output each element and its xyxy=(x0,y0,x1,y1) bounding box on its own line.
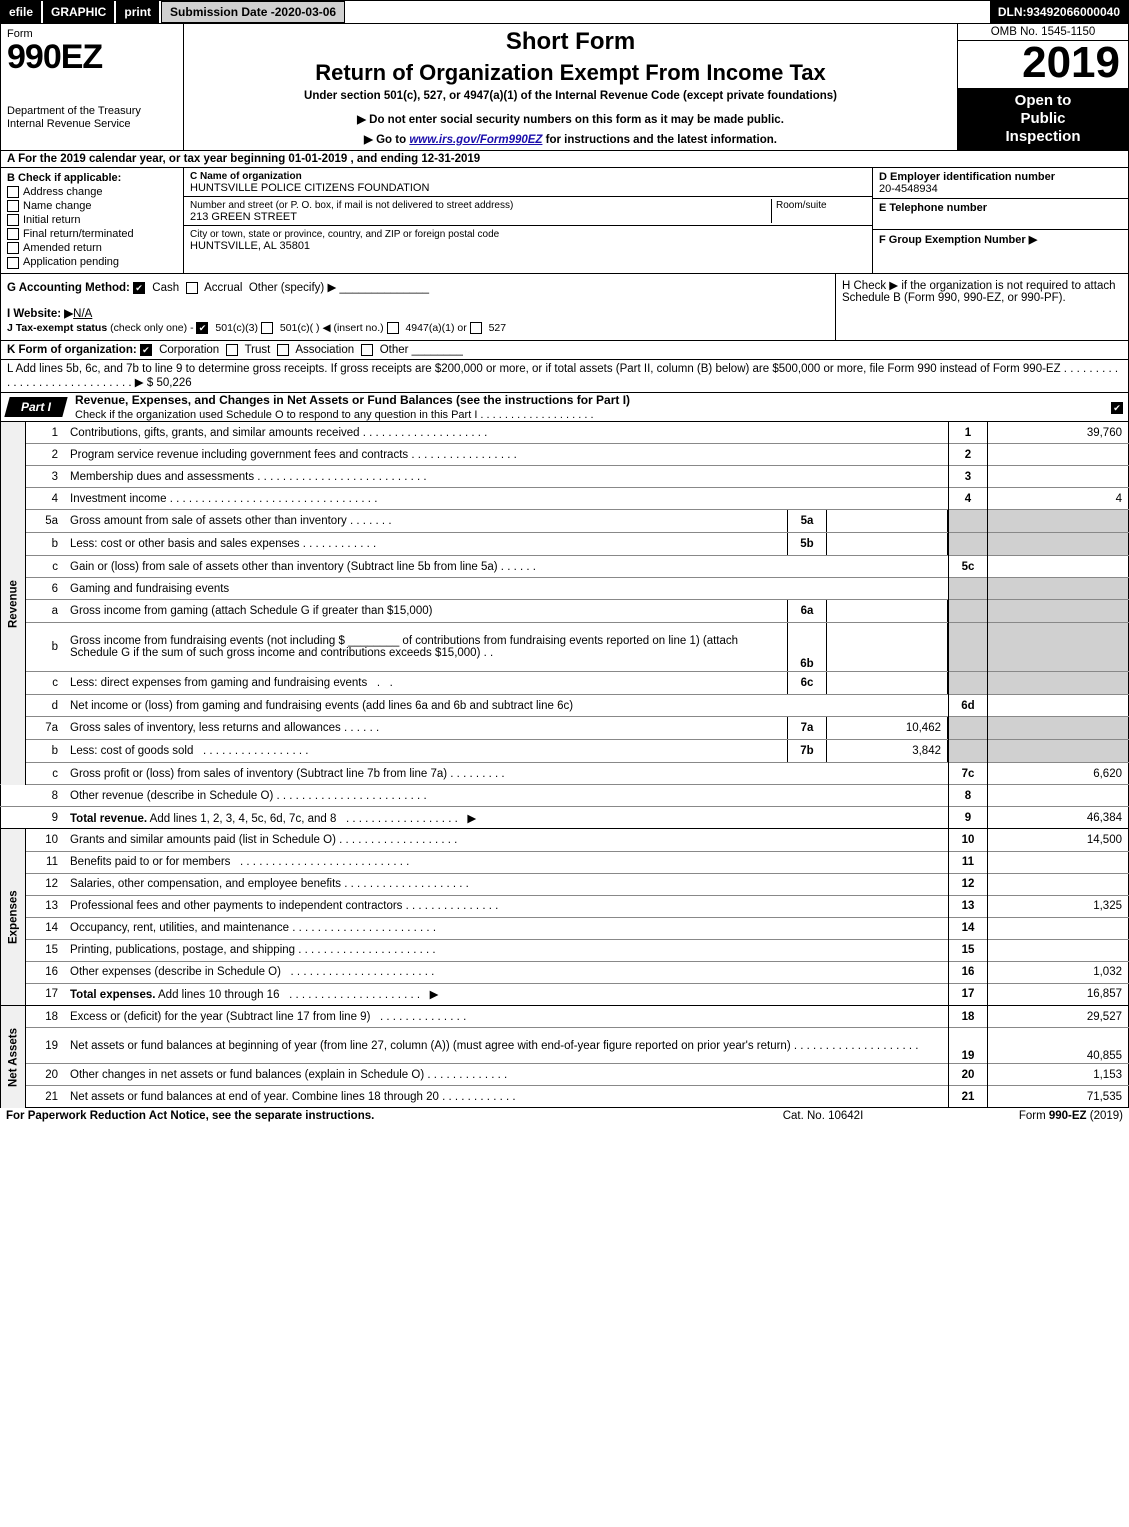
checkbox-527[interactable] xyxy=(470,322,482,334)
website-value: N/A xyxy=(73,308,92,320)
line-16-amount: 1,032 xyxy=(988,961,1129,983)
col-d-ids: D Employer identification number 20-4548… xyxy=(872,168,1128,273)
goto-notice: ▶ Go to www.irs.gov/Form990EZ for instru… xyxy=(190,132,951,146)
line-17-amount: 16,857 xyxy=(988,983,1129,1005)
ein: 20-4548934 xyxy=(879,183,938,195)
gross-receipts: 50,226 xyxy=(156,377,191,389)
graphic-button[interactable]: GRAPHIC xyxy=(43,1,116,23)
checkbox-address-change[interactable] xyxy=(7,186,19,198)
line-13-amount: 1,325 xyxy=(988,895,1129,917)
checkbox-corporation[interactable]: ✔ xyxy=(140,344,152,356)
entity-info-block: B Check if applicable: Address change Na… xyxy=(0,168,1129,274)
irs-link[interactable]: www.irs.gov/Form990EZ xyxy=(409,134,542,146)
net-assets-table: Net Assets 18Excess or (deficit) for the… xyxy=(0,1006,1129,1109)
row-k: K Form of organization: ✔ Corporation Tr… xyxy=(0,341,1129,360)
expenses-section-tab: Expenses xyxy=(1,829,26,1005)
checkbox-amended-return[interactable] xyxy=(7,242,19,254)
form-header: Form 990EZ Department of the TreasuryInt… xyxy=(0,23,1129,151)
row-l: L Add lines 5b, 6c, and 7b to line 9 to … xyxy=(0,360,1129,393)
checkbox-initial-return[interactable] xyxy=(7,214,19,226)
tax-year: 2019 xyxy=(958,41,1128,85)
checkbox-name-change[interactable] xyxy=(7,200,19,212)
page-footer: For Paperwork Reduction Act Notice, see … xyxy=(0,1108,1129,1124)
line-7a-amount: 10,462 xyxy=(827,717,948,739)
print-button[interactable]: print xyxy=(116,1,161,23)
dln-label: DLN: 93492066000040 xyxy=(990,1,1128,23)
col-c-org: C Name of organization HUNTSVILLE POLICE… xyxy=(184,168,872,273)
part-1-header: Part I Revenue, Expenses, and Changes in… xyxy=(0,393,1129,422)
line-7c-amount: 6,620 xyxy=(988,763,1129,785)
checkbox-501c[interactable] xyxy=(261,322,273,334)
checkbox-association[interactable] xyxy=(277,344,289,356)
inspection-notice: Open toPublicInspection xyxy=(958,88,1128,150)
ssn-notice: ▶ Do not enter social security numbers o… xyxy=(190,112,951,126)
revenue-section-tab: Revenue xyxy=(1,422,26,785)
form-title: Return of Organization Exempt From Incom… xyxy=(190,60,951,86)
line-21-amount: 71,535 xyxy=(988,1086,1129,1108)
ghij-block: G Accounting Method: ✔ Cash Accrual Othe… xyxy=(0,274,1129,341)
org-city: HUNTSVILLE, AL 35801 xyxy=(190,240,310,252)
expenses-table: Expenses 10Grants and similar amounts pa… xyxy=(0,829,1129,1006)
department-label: Department of the TreasuryInternal Reven… xyxy=(7,105,177,131)
line-10-amount: 14,500 xyxy=(988,829,1129,851)
checkbox-trust[interactable] xyxy=(226,344,238,356)
top-bar: efile GRAPHIC print Submission Date - 20… xyxy=(0,0,1129,23)
checkbox-accrual[interactable] xyxy=(186,282,198,294)
short-form-title: Short Form xyxy=(190,28,951,56)
submission-date: Submission Date - 2020-03-06 xyxy=(161,1,345,23)
efile-button[interactable]: efile xyxy=(1,1,43,23)
form-number: 990EZ xyxy=(7,38,177,77)
h-check: H Check ▶ if the organization is not req… xyxy=(835,274,1128,340)
col-b-checkboxes: B Check if applicable: Address change Na… xyxy=(1,168,184,273)
checkbox-4947[interactable] xyxy=(387,322,399,334)
checkbox-other-org[interactable] xyxy=(361,344,373,356)
line-18-amount: 29,527 xyxy=(988,1006,1129,1028)
checkbox-final-return[interactable] xyxy=(7,228,19,240)
checkbox-schedule-o[interactable]: ✔ xyxy=(1111,402,1123,414)
net-assets-section-tab: Net Assets xyxy=(1,1006,26,1108)
checkbox-cash[interactable]: ✔ xyxy=(133,282,145,294)
org-name: HUNTSVILLE POLICE CITIZENS FOUNDATION xyxy=(190,182,429,194)
line-7b-amount: 3,842 xyxy=(827,740,948,762)
line-4-amount: 4 xyxy=(988,488,1129,510)
line-20-amount: 1,153 xyxy=(988,1064,1129,1086)
line-19-amount: 40,855 xyxy=(988,1028,1129,1064)
line-9-amount: 46,384 xyxy=(988,807,1129,829)
org-address: 213 GREEN STREET xyxy=(190,211,297,223)
form-subtitle: Under section 501(c), 527, or 4947(a)(1)… xyxy=(190,90,951,102)
line-1-amount: 39,760 xyxy=(988,422,1129,444)
checkbox-501c3[interactable]: ✔ xyxy=(196,322,208,334)
checkbox-application-pending[interactable] xyxy=(7,257,19,269)
revenue-table: Revenue 1Contributions, gifts, grants, a… xyxy=(0,422,1129,830)
row-a-period: A For the 2019 calendar year, or tax yea… xyxy=(0,151,1129,168)
